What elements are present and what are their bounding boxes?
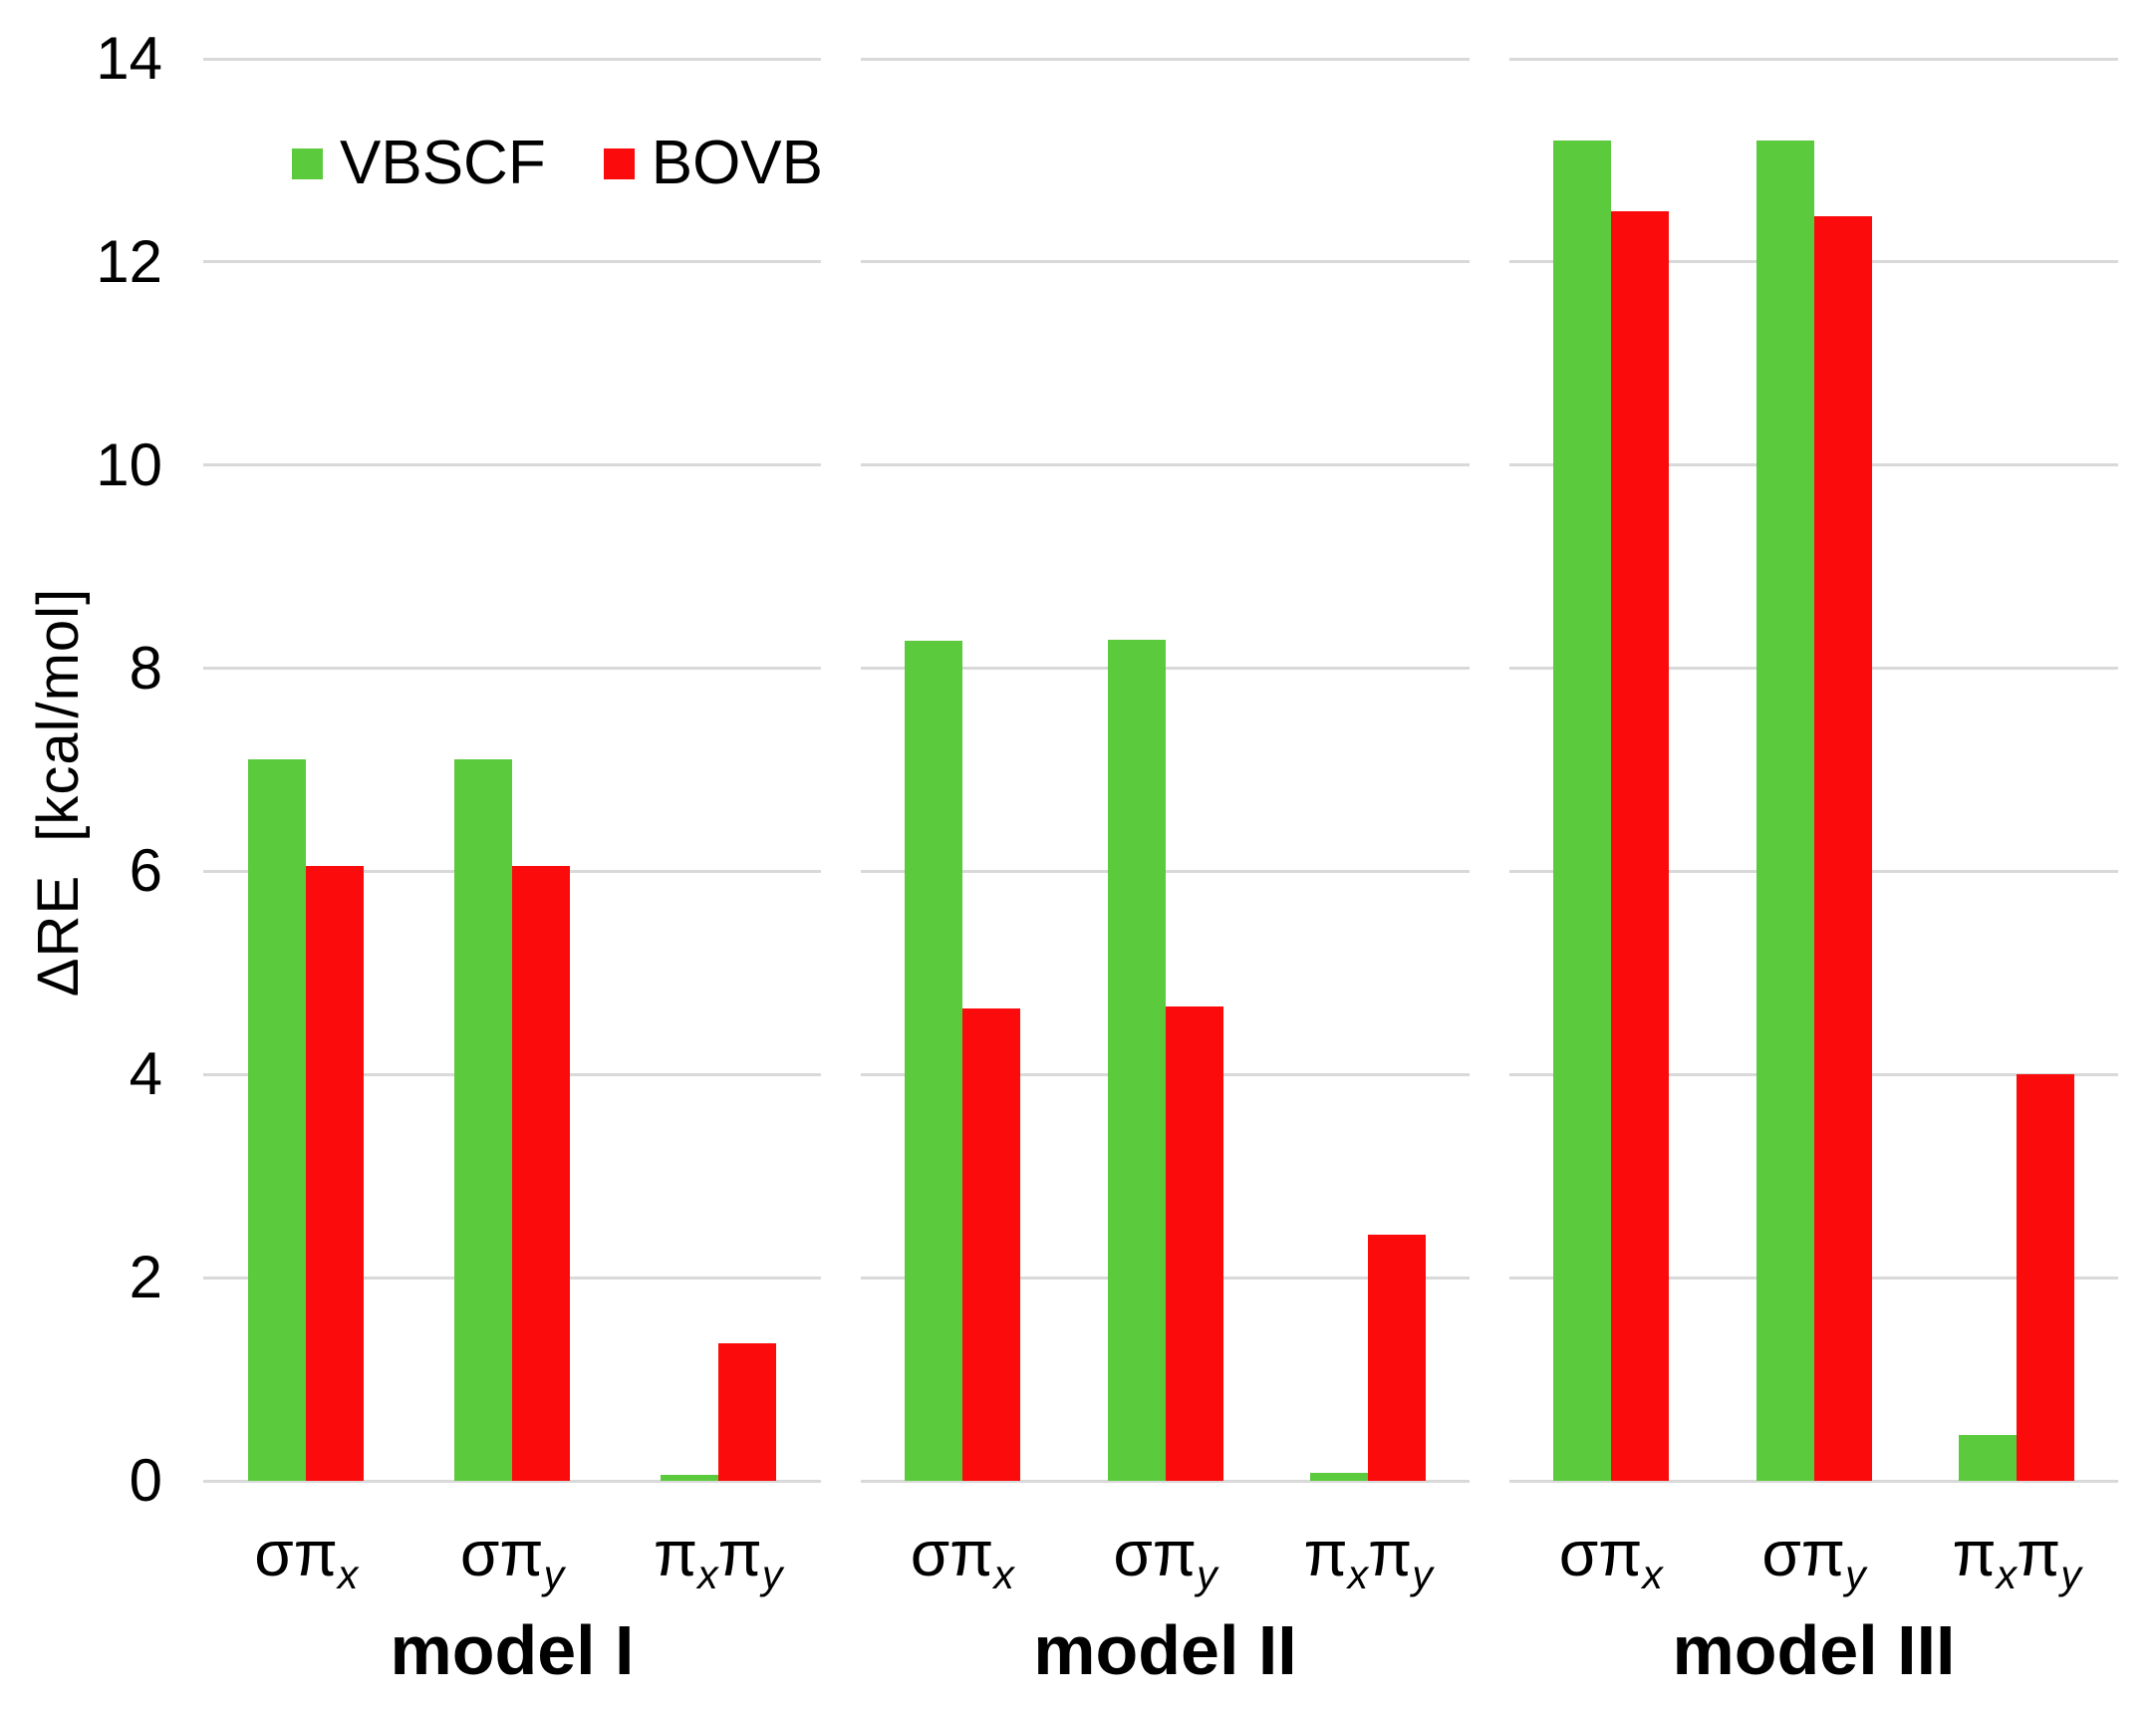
category-subscript: x — [1347, 1552, 1369, 1598]
y-tick-label: 10 — [96, 430, 162, 498]
category-label-σπy: σπy — [409, 1519, 616, 1609]
bar-vbscf-πxπy — [1959, 1435, 2018, 1481]
category-text: π — [717, 1518, 762, 1589]
category-text: π — [1368, 1518, 1413, 1589]
bar-bovb-σπx — [306, 866, 365, 1481]
category-subscript: x — [337, 1552, 359, 1598]
legend-item-bovb: BOVB — [603, 129, 824, 197]
legend-label-vbscf: VBSCF — [340, 129, 546, 197]
panel-title: model III — [1672, 1611, 1956, 1689]
bar-vbscf-σπy — [1755, 140, 1814, 1481]
y-tick-label: 12 — [96, 227, 162, 295]
category-subscript: x — [1996, 1552, 2018, 1598]
category-label-σπx: σπx — [861, 1519, 1064, 1609]
category-text: σπ — [459, 1518, 544, 1589]
panel-title: model II — [1033, 1611, 1297, 1689]
bar-bovb-σπy — [1813, 215, 1872, 1481]
bar-bovb-πxπy — [717, 1343, 776, 1481]
category-subscript: y — [1197, 1552, 1217, 1598]
gridline — [203, 667, 821, 671]
panel-model-iii: σπx σπy πxπy model III — [1509, 0, 2118, 1716]
category-label-σπy: σπy — [1064, 1519, 1267, 1609]
bar-vbscf-πxπy — [1310, 1472, 1369, 1481]
legend: VBSCF BOVB — [292, 133, 823, 194]
category-text: π — [1303, 1518, 1348, 1589]
gridline — [203, 1479, 821, 1483]
category-label-πxπy: πxπy — [1266, 1519, 1470, 1609]
category-label-πxπy: πxπy — [615, 1519, 821, 1609]
legend-item-vbscf: VBSCF — [292, 133, 546, 194]
bar-bovb-σπy — [512, 866, 570, 1481]
y-tick-label: 4 — [129, 1040, 162, 1108]
bar-bovb-σπy — [1165, 1005, 1223, 1481]
category-label-πxπy: πxπy — [1915, 1519, 2118, 1609]
category-label-σπx: σπx — [203, 1519, 409, 1609]
bar-bovb-πxπy — [1368, 1235, 1427, 1481]
category-text: σπ — [910, 1518, 994, 1589]
category-subscript: x — [697, 1552, 718, 1598]
category-subscript: y — [543, 1552, 565, 1598]
category-text: π — [2017, 1518, 2061, 1589]
gridline — [203, 463, 821, 467]
gridline — [861, 463, 1470, 467]
gridline — [861, 1479, 1470, 1483]
panel-title: model I — [390, 1611, 635, 1689]
y-tick-label: 6 — [129, 837, 162, 905]
vbscf-swatch-icon — [292, 147, 323, 179]
bovb-swatch-icon — [603, 147, 635, 179]
bar-bovb-σπx — [961, 1008, 1020, 1481]
bar-bovb-πxπy — [2017, 1074, 2075, 1481]
panel-model-i: σπx σπy πxπy model I — [203, 0, 821, 1716]
category-text: π — [1952, 1518, 1997, 1589]
gridline — [861, 869, 1470, 873]
bar-vbscf-σπx — [904, 641, 962, 1481]
y-tick-label: 14 — [96, 25, 162, 92]
category-text: σπ — [1113, 1518, 1198, 1589]
category-label-σπy: σπy — [1713, 1519, 1916, 1609]
bar-vbscf-σπy — [1107, 640, 1166, 1481]
category-subscript: x — [1642, 1552, 1663, 1598]
y-tick-label: 2 — [129, 1244, 162, 1311]
category-subscript: y — [2060, 1552, 2081, 1598]
gridline — [203, 260, 821, 264]
category-text: σπ — [1558, 1518, 1643, 1589]
gridline — [203, 57, 821, 61]
category-text: π — [654, 1518, 698, 1589]
bar-vbscf-σπx — [1552, 140, 1611, 1481]
y-tick-label: 0 — [129, 1447, 162, 1514]
bar-vbscf-σπx — [248, 759, 307, 1481]
gridline — [1509, 1479, 2118, 1483]
category-subscript: y — [1845, 1552, 1866, 1598]
gridline — [861, 57, 1470, 61]
bar-vbscf-πxπy — [660, 1474, 718, 1481]
category-subscript: y — [761, 1552, 783, 1598]
category-label-σπx: σπx — [1509, 1519, 1713, 1609]
legend-label-bovb: BOVB — [651, 129, 824, 197]
y-tick-label: 8 — [129, 634, 162, 702]
gridline — [861, 260, 1470, 264]
bar-bovb-σπx — [1610, 210, 1669, 1481]
category-subscript: x — [993, 1552, 1014, 1598]
panel-model-ii: σπx σπy πxπy model II — [861, 0, 1470, 1716]
category-text: σπ — [1761, 1518, 1846, 1589]
gridline — [861, 667, 1470, 671]
gridline — [1509, 57, 2118, 61]
bar-vbscf-σπy — [454, 759, 512, 1481]
category-subscript: y — [1412, 1552, 1433, 1598]
category-text: σπ — [254, 1518, 338, 1589]
